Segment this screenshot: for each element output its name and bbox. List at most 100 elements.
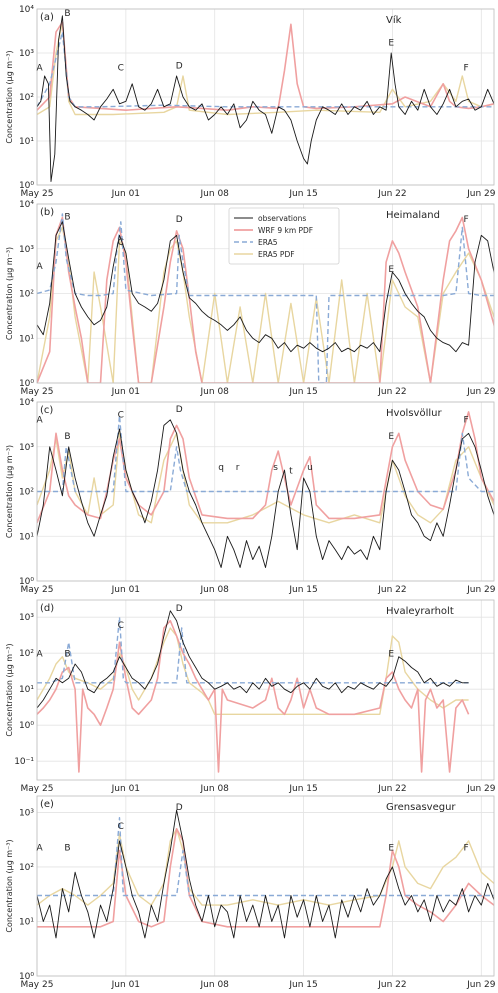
- panel-label: (c): [40, 405, 53, 416]
- y-tick-label: 10¹: [19, 685, 34, 695]
- y-axis-label: Concentration (µg m⁻³): [5, 839, 14, 932]
- event-label: C: [118, 411, 124, 421]
- event-label: F: [463, 64, 468, 74]
- panel-label: (a): [40, 12, 54, 23]
- x-tick-label: Jun 01: [111, 980, 140, 990]
- event-label: A: [36, 844, 43, 854]
- x-tick-label: Jun 15: [288, 387, 317, 397]
- series-observations: [37, 809, 494, 939]
- x-tick-label: Jun 22: [377, 980, 406, 990]
- legend-entry: observations: [258, 214, 306, 223]
- x-tick-label: Jun 29: [466, 585, 496, 595]
- x-tick-label: Jun 08: [200, 585, 230, 595]
- y-tick-label: 10²: [19, 488, 34, 498]
- event-label: E: [388, 650, 394, 660]
- event-label: D: [176, 604, 183, 614]
- y-tick-label: 10²: [19, 93, 34, 103]
- event-label: E: [388, 38, 394, 48]
- event-label: F: [463, 844, 468, 854]
- event-label: A: [36, 650, 43, 660]
- event-label: B: [64, 650, 70, 660]
- station-name: Heimaland: [386, 210, 440, 221]
- y-tick-label: 10³: [19, 245, 34, 255]
- series-era5: [37, 817, 494, 897]
- legend-box: [228, 207, 340, 265]
- y-tick-label: 10³: [19, 613, 34, 623]
- event-label: D: [176, 803, 183, 813]
- y-tick-label: 10¹: [19, 137, 34, 147]
- event-label: A: [36, 64, 43, 74]
- y-axis-label: Concentration (µg m⁻³): [5, 50, 14, 143]
- event-label: r: [236, 463, 240, 473]
- event-label: A: [36, 415, 43, 425]
- x-tick-label: Jun 08: [200, 387, 230, 397]
- series-era5: [37, 213, 494, 383]
- event-label: B: [64, 844, 70, 854]
- event-label: q: [218, 463, 224, 473]
- y-tick-label: 10²: [19, 649, 34, 659]
- event-label: E: [388, 265, 394, 275]
- y-tick-label: 10²: [19, 863, 34, 873]
- y-tick-label: 10³: [19, 49, 34, 59]
- legend-entry: WRF 9 km PDF: [258, 226, 313, 235]
- station-name: Hvaleyrarholt: [386, 606, 454, 617]
- x-tick-label: Jun 22: [377, 585, 406, 595]
- legend-entry: ERA5 PDF: [258, 250, 295, 259]
- y-tick-label: 10⁴: [19, 398, 34, 408]
- y-tick-label: 10⁰: [19, 577, 34, 587]
- x-tick-label: Jun 29: [466, 980, 496, 990]
- station-name: Grensasvegur: [386, 802, 456, 813]
- y-tick-label: 10⁰: [19, 181, 34, 191]
- event-label: D: [176, 215, 183, 225]
- y-tick-label: 10⁰: [19, 972, 34, 982]
- series-wrf-9-km-pdf: [37, 619, 470, 773]
- series-era5: [37, 31, 494, 108]
- series-era5-pdf: [37, 21, 494, 116]
- y-tick-label: 10¹: [19, 917, 34, 927]
- x-tick-label: Jun 22: [377, 189, 406, 199]
- event-label: C: [118, 238, 124, 248]
- panel-d: 10⁻¹ 10⁰ 10¹ 10² 10³ May 25 Jun 01 Jun 08 Jun 15…: [5, 599, 496, 794]
- event-label: D: [176, 405, 183, 415]
- x-tick-label: Jun 01: [111, 585, 140, 595]
- x-tick-label: Jun 01: [111, 189, 140, 199]
- event-label: B: [64, 432, 70, 442]
- x-tick-label: Jun 08: [200, 784, 230, 794]
- x-tick-label: May 25: [21, 784, 54, 794]
- y-tick-label: 10¹: [19, 334, 34, 344]
- series-era5: [37, 414, 494, 493]
- x-tick-label: Jun 15: [288, 189, 317, 199]
- series-observations: [37, 610, 469, 709]
- x-tick-label: Jun 08: [200, 189, 230, 199]
- series-era5-pdf: [37, 627, 469, 715]
- plot-border: [36, 401, 495, 582]
- x-tick-label: Jun 01: [111, 784, 140, 794]
- y-tick-label: 10⁴: [19, 5, 34, 15]
- event-label: B: [64, 9, 70, 19]
- series-observations: [37, 15, 494, 182]
- series-era5: [37, 616, 469, 684]
- panel-label: (e): [40, 799, 54, 810]
- event-label: E: [388, 844, 394, 854]
- plot-border: [36, 203, 495, 384]
- legend: observations WRF 9 km PDF ERA5 ERA5 PDF: [228, 207, 340, 265]
- legend-entry: ERA5: [258, 238, 278, 247]
- y-tick-label: 10⁰: [19, 379, 34, 389]
- series-observations: [37, 419, 494, 568]
- plot-border: [36, 795, 495, 977]
- x-tick-label: Jun 29: [466, 189, 496, 199]
- event-label: C: [118, 822, 124, 832]
- event-label: t: [289, 467, 293, 477]
- series-era5-pdf: [37, 226, 494, 383]
- x-tick-label: May 25: [21, 585, 54, 595]
- y-axis-label: Concentration (µg m⁻³): [5, 445, 14, 538]
- panel-label: (d): [40, 603, 54, 614]
- y-tick-label: 10⁴: [19, 200, 34, 210]
- x-tick-label: Jun 15: [288, 784, 317, 794]
- y-tick-label: 10³: [19, 808, 34, 818]
- series-era5-pdf: [37, 432, 494, 524]
- y-tick-label: 10²: [19, 290, 34, 300]
- station-name: Vík: [386, 14, 402, 26]
- y-axis-label: Concentration (µg m⁻³): [5, 643, 14, 736]
- x-tick-label: May 25: [21, 387, 54, 397]
